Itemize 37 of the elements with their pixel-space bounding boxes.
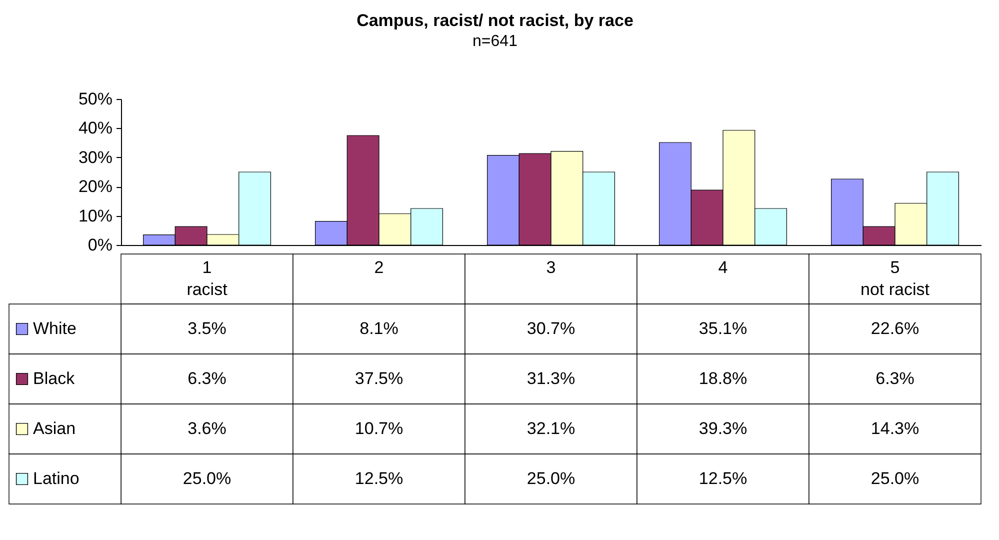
data-label: 3.5% (188, 319, 226, 338)
x-tick-label: 5 not racist (860, 258, 930, 299)
data-label: 32.1% (526, 419, 576, 438)
legend-label: Latino (33, 469, 80, 488)
chart-subtitle: n=641 (472, 33, 518, 50)
data-label: 14.3% (870, 419, 920, 438)
data-label: 37.5% (354, 369, 404, 388)
x-tick-label: 3 (546, 258, 556, 277)
x-tick-label: 2 (374, 258, 384, 277)
data-label: 39.3% (698, 419, 748, 438)
data-label: 25.0% (526, 469, 576, 488)
y-tick-label: 10% (78, 206, 112, 226)
data-label: 12.5% (698, 469, 748, 488)
legend-label: White (33, 319, 76, 338)
y-tick-label: 50% (78, 90, 112, 108)
data-label: 31.3% (526, 369, 576, 388)
data-label: 18.8% (698, 369, 748, 388)
data-label: 10.7% (354, 419, 404, 438)
data-label: 6.3% (188, 369, 226, 388)
data-label: 12.5% (354, 469, 404, 488)
chart-title: Campus, racist/ not racist, by race (356, 11, 634, 30)
x-tick-label: 4 (718, 258, 728, 277)
legend-label: Black (33, 369, 76, 388)
data-label: 6.3% (876, 369, 914, 388)
data-label: 25.0% (182, 469, 232, 488)
data-label: 30.7% (526, 319, 576, 338)
data-label: 35.1% (698, 319, 748, 338)
y-tick-label: 40% (78, 118, 112, 138)
data-label: 3.6% (188, 419, 226, 438)
x-tick-label: 1 racist (186, 258, 228, 299)
data-label: 8.1% (360, 319, 398, 338)
data-label: 22.6% (870, 319, 920, 338)
data-label: 25.0% (870, 469, 920, 488)
y-tick-label: 30% (78, 148, 112, 167)
y-tick-label: 0% (88, 236, 112, 254)
y-tick-label: 20% (78, 177, 112, 196)
legend-label: Asian (33, 419, 76, 438)
